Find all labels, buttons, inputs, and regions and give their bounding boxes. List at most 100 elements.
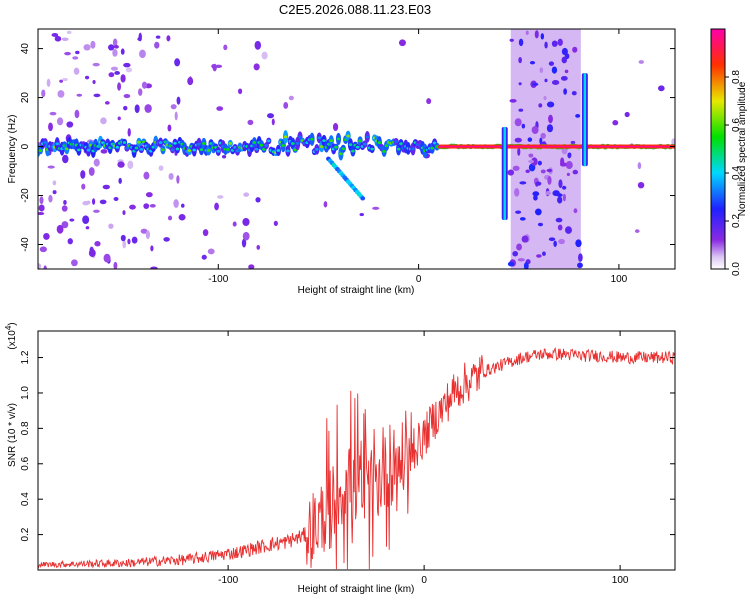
noise-blob [66,121,74,128]
noise-blob [207,248,215,255]
x-tick-label: 100 [611,274,628,285]
noise-blob [426,98,432,105]
noise-blob [528,153,534,158]
noise-blob [547,175,552,185]
colorbar-tick-label: 0.6 [731,118,742,132]
noise-blob [202,229,209,237]
noise-blob [557,38,563,46]
trace-core [38,149,43,153]
noise-blob [59,79,63,83]
noise-blob [517,258,525,262]
noise-blob [523,262,529,269]
trace-core [370,147,374,151]
x-tick-label: 0 [421,575,427,586]
noise-blob [167,215,173,221]
trace-core [377,141,382,144]
trace-core [430,146,435,150]
trace-core [202,142,206,145]
noise-blob [131,236,138,244]
noise-blob [539,67,544,73]
snr-y-axis: 0.2 0.4 0.6 0.8 1.0 1.2 [20,350,675,542]
noise-blob [538,103,543,108]
noise-blob [64,51,71,56]
noise-blob [560,75,568,81]
noise-blob [517,147,521,156]
noise-blob [551,66,558,74]
noise-blob [73,67,80,75]
noise-blob [575,239,582,248]
trace-core [228,142,233,145]
noise-blob [223,44,228,51]
noise-blob [140,228,148,234]
y-tick-label: -20 [20,188,31,203]
trace-core [168,144,173,148]
noise-blob [108,72,115,78]
colorbar-ticks: 0.0 0.2 0.4 0.6 0.8 [725,70,742,276]
noise-blob [39,196,44,205]
noise-blob [90,40,96,49]
colorbar-label: Normalized spectral amplitude [737,81,748,216]
colorbar-tick-label: 0.8 [731,70,742,84]
noise-blob [570,140,576,145]
noise-blob [122,210,126,216]
noise-blob [108,44,115,51]
trace-core [137,140,141,144]
noise-blob [38,204,45,212]
noise-blob [577,262,583,269]
noise-blob [241,238,247,248]
noise-blob [634,229,640,233]
spectrogram-x-label: Height of straight line (km) [298,285,415,296]
noise-blob [150,245,154,252]
noise-blob [154,41,160,49]
noise-blob [138,88,143,96]
noise-blob [92,198,96,205]
noise-blob [143,203,150,209]
trace-core [317,136,322,140]
noise-blob [521,123,526,129]
noise-blob [232,221,237,227]
noise-blob [103,253,111,263]
noise-blob [544,41,548,49]
colorbar-gradient [711,29,725,269]
noise-blob [120,74,126,83]
snr-marks [38,347,675,570]
noise-blob [612,120,619,126]
noise-blob [62,77,68,82]
noise-blob [548,114,553,124]
noise-blob [47,165,55,169]
trace-core [291,142,295,145]
noise-blob [102,184,110,190]
noise-blob [43,265,47,269]
noise-blob [52,180,57,186]
noise-blob [509,38,514,42]
trace-core [170,148,175,152]
noise-blob [112,48,118,57]
noise-blob [255,197,261,203]
noise-blob [88,167,95,176]
noise-blob [564,69,569,74]
trace-core [295,142,300,145]
noise-blob [61,37,69,41]
noise-blob [61,221,69,229]
trace-core [399,142,403,146]
trace-core [175,147,180,151]
noise-blob [41,89,46,98]
noise-blob [575,114,581,118]
noise-blob [120,48,125,55]
noise-blob [637,162,642,170]
colorbar-tick-label: 0.0 [731,262,742,276]
noise-blob [117,161,125,168]
noise-blob [85,226,90,230]
noise-blob [253,63,260,71]
trace-core [262,147,266,151]
trace-core [86,148,91,152]
noise-blob [561,185,567,190]
noise-blob [56,117,64,126]
colorbar: 0.0 0.2 0.4 0.6 0.8 Normalized spectral ampl… [710,28,748,276]
noise-blob [551,40,558,47]
noise-blob [525,30,529,35]
y-tick-label: 0.6 [20,456,31,470]
noise-blob [174,58,181,67]
noise-blob [519,217,526,221]
noise-blob [117,82,122,91]
